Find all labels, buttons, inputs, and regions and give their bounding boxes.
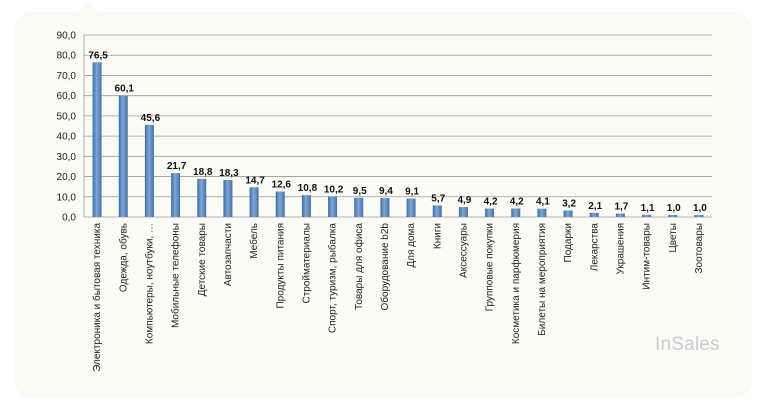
category-label: Лекарства <box>589 223 600 272</box>
category-label: Аксессуары <box>458 223 469 278</box>
y-tick-label: 90,0 <box>57 31 77 42</box>
data-label: 1,0 <box>693 203 707 214</box>
category-label: Электроника и бытовая техника <box>91 223 103 372</box>
category-label: Интим-товары <box>642 223 653 290</box>
y-axis-ticks: 0,0 10,0 20,0 30,0 40,0 50,0 60,0 70,0 80,0 90,0 <box>57 31 77 224</box>
bar <box>223 179 233 217</box>
data-labels: 76,5 60,1 45,6 21,7 18,8 18,3 14,7 12,6 10,8 10,2… <box>88 50 707 214</box>
bar <box>485 208 495 217</box>
category-label: Автозапчасти <box>223 223 234 286</box>
category-label: Мебель <box>248 223 260 259</box>
category-label: Компьютеры, ноутбуки, … <box>143 223 155 344</box>
category-label: Цветы <box>668 223 679 253</box>
data-label: 10,2 <box>324 184 344 195</box>
category-label: Косметика и парфюмерия <box>510 223 522 344</box>
bar <box>642 214 652 217</box>
data-label: 1,7 <box>614 202 628 213</box>
category-label: Билеты на мероприятия <box>537 223 548 336</box>
data-label: 4,1 <box>536 197 550 208</box>
data-label: 9,1 <box>405 187 419 198</box>
category-label: Одежда, обувь <box>117 223 129 292</box>
category-label: Подарки <box>563 223 574 262</box>
bar <box>118 95 128 217</box>
bar <box>92 62 102 217</box>
category-label: Оборудование b2b <box>379 223 391 311</box>
insales-logo: InSales <box>655 334 720 355</box>
bar <box>328 196 338 217</box>
category-label: Украшения <box>615 223 626 275</box>
y-tick-label: 70,0 <box>57 71 77 82</box>
y-tick-label: 0,0 <box>62 213 76 224</box>
category-labels: Электроника и бытовая техника Одежда, обу… <box>91 223 705 372</box>
y-tick-label: 50,0 <box>57 111 77 122</box>
bar <box>458 207 468 217</box>
bar <box>615 213 625 217</box>
y-tick-label: 20,0 <box>57 172 77 183</box>
y-tick-label: 40,0 <box>57 132 77 143</box>
category-label: Для дома <box>406 223 417 268</box>
bar <box>380 197 390 217</box>
bars <box>92 62 704 217</box>
data-label: 1,1 <box>641 203 655 214</box>
data-label: 5,7 <box>431 193 445 204</box>
y-tick-label: 80,0 <box>57 51 77 62</box>
data-label: 45,6 <box>141 113 161 124</box>
data-label: 14,7 <box>245 175 265 186</box>
bar <box>301 195 311 217</box>
bar <box>668 214 678 217</box>
bar <box>249 187 259 217</box>
data-label: 18,3 <box>219 168 239 179</box>
category-label: Зоотовары <box>694 223 705 273</box>
category-label: Спорт, туризм, рыбалка <box>327 223 339 334</box>
y-tick-label: 60,0 <box>57 91 77 102</box>
bar <box>406 198 416 217</box>
category-label: Групповые покупки <box>485 223 496 311</box>
bar <box>511 208 521 217</box>
category-label: Товары для офиса <box>353 223 365 310</box>
data-label: 2,1 <box>588 201 602 212</box>
data-label: 4,9 <box>457 195 471 206</box>
bar <box>563 210 573 217</box>
data-label: 60,1 <box>115 83 135 94</box>
data-label: 9,5 <box>353 186 367 197</box>
bar <box>275 191 285 217</box>
data-label: 21,7 <box>167 161 187 172</box>
bar <box>589 212 599 217</box>
data-label: 9,4 <box>379 186 393 197</box>
bar <box>144 124 154 217</box>
data-label: 4,2 <box>484 197 498 208</box>
category-label: Книги <box>432 223 443 249</box>
data-label: 76,5 <box>88 50 108 61</box>
data-label: 12,6 <box>272 180 292 191</box>
category-label: Мобильные телефоны <box>170 223 182 328</box>
card-notch <box>76 2 100 14</box>
data-label: 1,0 <box>667 203 681 214</box>
bar <box>197 178 207 217</box>
data-label: 4,2 <box>510 197 524 208</box>
data-label: 18,8 <box>193 167 213 178</box>
y-tick-label: 10,0 <box>57 192 77 203</box>
category-label: Продукты питания <box>275 223 286 309</box>
bar <box>354 197 364 217</box>
bar <box>537 208 547 217</box>
bar <box>432 205 442 217</box>
data-label: 3,2 <box>562 199 576 210</box>
category-label: Стройматериалы <box>301 223 312 304</box>
bar <box>171 173 181 217</box>
data-label: 10,8 <box>298 183 318 194</box>
bar <box>694 214 704 217</box>
gridlines <box>83 34 712 218</box>
y-tick-label: 30,0 <box>57 152 77 163</box>
category-label: Детские товары <box>197 223 208 296</box>
